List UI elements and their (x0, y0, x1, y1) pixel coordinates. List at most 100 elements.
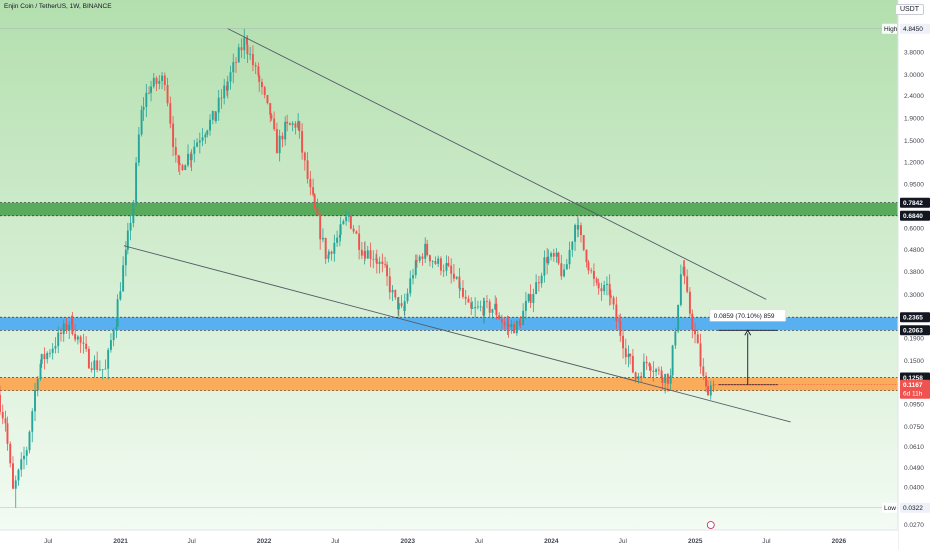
candle (403, 293, 406, 317)
candle-body (406, 293, 409, 302)
candle-body (137, 134, 140, 163)
candle (424, 237, 427, 263)
high-price-box (900, 23, 930, 34)
candle (612, 295, 615, 310)
candle (36, 376, 39, 397)
candle-body (243, 37, 246, 51)
candle-body (649, 366, 652, 371)
candle (421, 253, 424, 266)
candle-body (661, 377, 664, 383)
candle (519, 316, 522, 329)
candle (60, 327, 62, 342)
candle-body (246, 44, 249, 55)
candle (707, 380, 709, 396)
candle (364, 241, 366, 261)
candle-body (284, 121, 287, 140)
candle (214, 111, 217, 124)
candle (375, 249, 378, 274)
candle-body (524, 300, 527, 311)
candle-body (510, 324, 513, 327)
candle (426, 239, 429, 257)
candle (524, 291, 527, 320)
candle-body (560, 263, 563, 277)
candle-body (71, 316, 74, 334)
candle-body (196, 142, 199, 147)
candle (137, 127, 140, 167)
candle-body (483, 300, 486, 316)
candle-body (629, 353, 632, 357)
candle (321, 228, 324, 243)
candle-body (249, 54, 252, 55)
candle (306, 152, 309, 184)
candle (251, 45, 254, 72)
candle-body (330, 251, 333, 254)
candle (629, 353, 632, 365)
candle-body (397, 303, 400, 310)
candle-body (447, 263, 450, 266)
target-zone-upper-price-box (900, 312, 930, 323)
candle-body (394, 289, 397, 298)
candle-body (135, 162, 138, 203)
candle (273, 111, 276, 132)
candle (488, 298, 491, 318)
candle (217, 89, 220, 121)
candle (211, 110, 214, 125)
candle-body (23, 455, 25, 460)
x-tick-label: 2025 (688, 538, 703, 545)
candle-body (6, 423, 9, 444)
candle (543, 250, 546, 283)
candle-body (211, 111, 214, 120)
resistance-zone-upper-price-box (900, 197, 930, 208)
candle-body (568, 249, 571, 265)
candle (6, 416, 9, 451)
candle (309, 170, 312, 196)
candle (355, 230, 358, 235)
symbol-title[interactable]: Enjin Coin / TetherUS, 1W, BINANCE (4, 3, 112, 10)
candle (452, 264, 455, 282)
candle (349, 214, 352, 230)
candle (515, 319, 518, 336)
candle-body (434, 261, 437, 264)
candle (391, 285, 394, 302)
candle (174, 137, 177, 163)
candle-body (655, 369, 658, 372)
candle (126, 222, 129, 255)
candle-body (587, 262, 590, 271)
low-price-box (900, 502, 930, 513)
candle (590, 267, 593, 274)
candle-body (301, 131, 304, 153)
candle-body (51, 348, 54, 353)
candle-body (263, 87, 266, 96)
y-tick-label: 0.0750 (904, 424, 924, 431)
currency-button[interactable]: USDT (894, 4, 924, 15)
candle-body (699, 343, 702, 367)
candle-body (705, 375, 708, 387)
candle (31, 408, 34, 443)
candle-body (574, 225, 577, 242)
candle-body (582, 235, 585, 250)
candle-body (358, 233, 361, 250)
y-tick-label: 2.4000 (904, 93, 924, 100)
candle-body (474, 307, 477, 309)
candle-body (122, 265, 125, 292)
candle-body (104, 368, 107, 370)
candle (352, 225, 355, 234)
candle-body (112, 330, 115, 341)
candle-body (563, 269, 566, 277)
candle-body (709, 385, 712, 396)
candle (169, 96, 172, 129)
candle (187, 144, 189, 168)
candle-body (101, 369, 104, 371)
candle-body (48, 352, 51, 354)
candle-body (555, 252, 558, 257)
candle-body (652, 370, 655, 372)
candle (412, 268, 414, 285)
candle (527, 293, 530, 303)
candle (150, 80, 153, 102)
candle (506, 315, 509, 336)
candle-body (458, 276, 461, 289)
candle (696, 328, 699, 344)
candle (592, 263, 595, 287)
x-tick-label: 2024 (544, 538, 559, 545)
